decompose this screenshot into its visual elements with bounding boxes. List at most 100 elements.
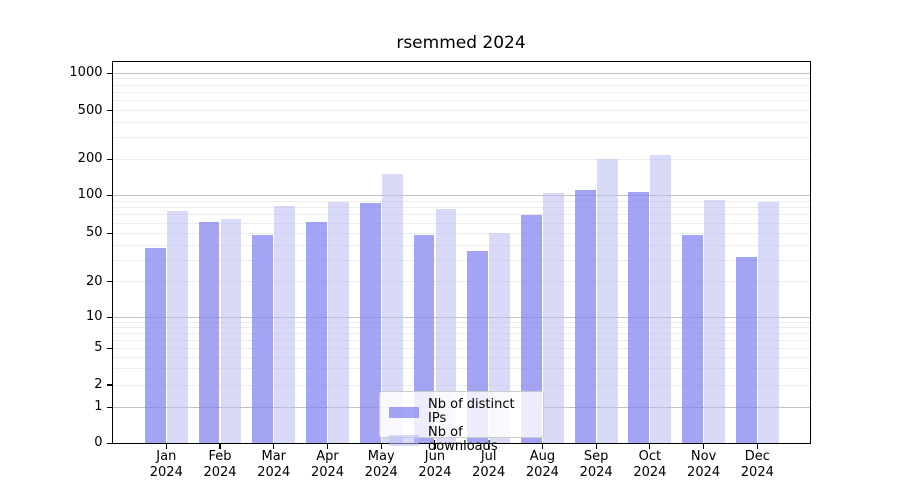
legend-label-distinct-ips: Nb of distinct IPs [428, 397, 515, 426]
x-tick [756, 444, 758, 449]
bar-downloads-dec [757, 202, 779, 444]
y-tick [107, 232, 112, 234]
bar-distinct-ips-jan [144, 247, 166, 444]
x-tick-label: Nov 2024 [687, 449, 721, 480]
y-tick-label: 0 [94, 435, 103, 451]
gridline-minor [112, 100, 810, 102]
bar-downloads-oct [650, 155, 672, 444]
gridline-minor [112, 347, 810, 349]
legend-label-downloads: Nb of downloads [428, 425, 498, 454]
x-tick [380, 444, 382, 449]
legend-item-distinct-ips: Nb of distinct IPs [389, 398, 534, 426]
bar-downloads-jun [435, 208, 457, 444]
y-tick-label: 1000 [69, 65, 103, 81]
x-tick-label: Oct 2024 [633, 449, 667, 480]
y-tick-label: 20 [85, 273, 103, 289]
gridline-minor [112, 332, 810, 334]
bar-downloads-jul [489, 233, 511, 444]
gridline-minor [112, 78, 810, 80]
bar-distinct-ips-feb [198, 221, 220, 444]
bar-distinct-ips-mar [252, 235, 274, 444]
y-tick [107, 442, 112, 444]
x-tick [541, 444, 543, 449]
x-tick [434, 444, 436, 449]
gridline-minor [112, 281, 810, 283]
y-tick-label: 5 [94, 340, 103, 356]
x-tick-label: Jun 2024 [418, 449, 452, 480]
y-tick [107, 281, 112, 283]
x-tick [165, 444, 167, 449]
y-tick [107, 110, 112, 112]
bar-downloads-jan [166, 211, 188, 444]
x-tick-label: Apr 2024 [310, 449, 345, 480]
bar-downloads-feb [220, 218, 242, 444]
y-tick-label: 1 [94, 399, 103, 415]
axis-spine-top [111, 61, 811, 63]
x-tick-label: Dec 2024 [740, 449, 774, 480]
axis-spine-right [810, 61, 812, 445]
legend-item-downloads: Nb of downloads [389, 426, 534, 454]
bar-distinct-ips-apr [306, 222, 327, 444]
y-tick [107, 406, 112, 408]
gridline-minor [112, 326, 810, 328]
x-tick-label: Jan 2024 [149, 449, 183, 480]
gridline-minor [112, 368, 810, 370]
gridline-minor [112, 339, 810, 341]
x-tick [703, 444, 705, 449]
y-tick [107, 347, 112, 349]
gridline-minor [112, 137, 810, 139]
gridline-minor [112, 200, 810, 202]
gridline-minor [112, 244, 810, 246]
legend-swatch-downloads [389, 434, 419, 446]
y-tick [107, 316, 112, 318]
gridline-minor [112, 214, 810, 216]
y-tick-label: 500 [77, 102, 103, 118]
gridline-minor [112, 207, 810, 209]
gridline-minor [112, 384, 810, 386]
y-tick-label: 200 [77, 151, 103, 167]
y-tick [107, 194, 112, 196]
y-tick-label: 10 [85, 309, 103, 325]
x-tick-label: Mar 2024 [257, 449, 291, 480]
x-tick-label: Feb 2024 [203, 449, 237, 480]
gridline-major [112, 72, 810, 74]
gridline-minor [112, 222, 810, 224]
legend-swatch-distinct-ips [389, 406, 419, 418]
x-tick-label: Aug 2024 [525, 449, 559, 480]
x-tick [273, 444, 275, 449]
bar-distinct-ips-may [359, 202, 381, 444]
bar-downloads-nov [704, 200, 725, 444]
bar-downloads-mar [274, 206, 296, 444]
x-tick [595, 444, 597, 449]
x-tick [219, 444, 221, 449]
x-tick-label: Jul 2024 [472, 449, 506, 480]
y-tick-label: 50 [85, 225, 103, 241]
bar-distinct-ips-aug [521, 214, 542, 444]
bar-downloads-may [381, 173, 403, 444]
gridline-minor [112, 110, 810, 112]
axis-spine-left [111, 61, 113, 445]
bar-distinct-ips-sep [574, 190, 596, 444]
chart-title: rsemmed 2024 [396, 33, 526, 53]
gridline-major [112, 194, 810, 196]
x-tick [326, 444, 329, 449]
bar-downloads-aug [543, 192, 564, 444]
gridline-minor [112, 92, 810, 94]
x-tick-label: May 2024 [364, 449, 398, 480]
x-tick [488, 444, 490, 449]
gridline-minor [112, 259, 810, 261]
axis-spine-bottom [111, 443, 811, 445]
gridline-major [112, 316, 810, 318]
bar-downloads-apr [328, 201, 349, 444]
gridline-minor [112, 232, 810, 234]
gridline-minor [112, 122, 810, 124]
gridline-minor [112, 356, 810, 358]
x-tick-label: Sep 2024 [579, 449, 613, 480]
gridline-minor [112, 84, 810, 86]
gridline-minor [112, 158, 810, 160]
bar-downloads-sep [596, 159, 618, 444]
y-tick [107, 384, 112, 386]
y-tick-label: 100 [77, 187, 103, 203]
bar-distinct-ips-oct [628, 191, 650, 444]
